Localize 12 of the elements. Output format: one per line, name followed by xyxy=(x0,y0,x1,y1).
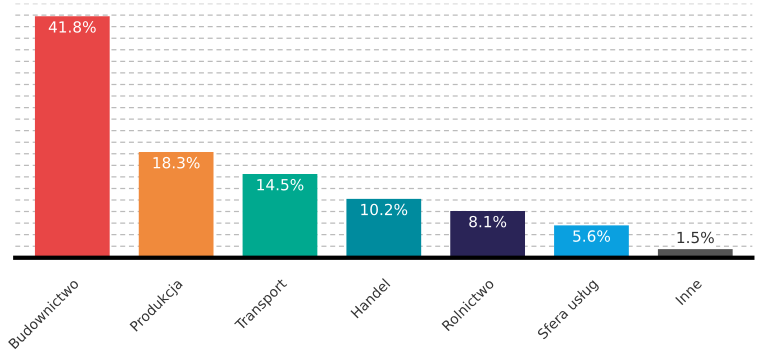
data-label: 1.5% xyxy=(678,232,714,244)
data-label: 18.3% xyxy=(154,156,200,168)
bar xyxy=(346,198,422,258)
bar xyxy=(450,210,526,258)
data-label: 8.1% xyxy=(469,216,506,228)
data-label: 10.2% xyxy=(361,204,408,216)
bar xyxy=(34,16,110,258)
bar xyxy=(138,152,214,258)
data-label: 41.8% xyxy=(48,21,96,33)
data-label: 5.6% xyxy=(573,230,610,242)
bar xyxy=(242,174,318,258)
data-label: 14.5% xyxy=(257,178,304,190)
